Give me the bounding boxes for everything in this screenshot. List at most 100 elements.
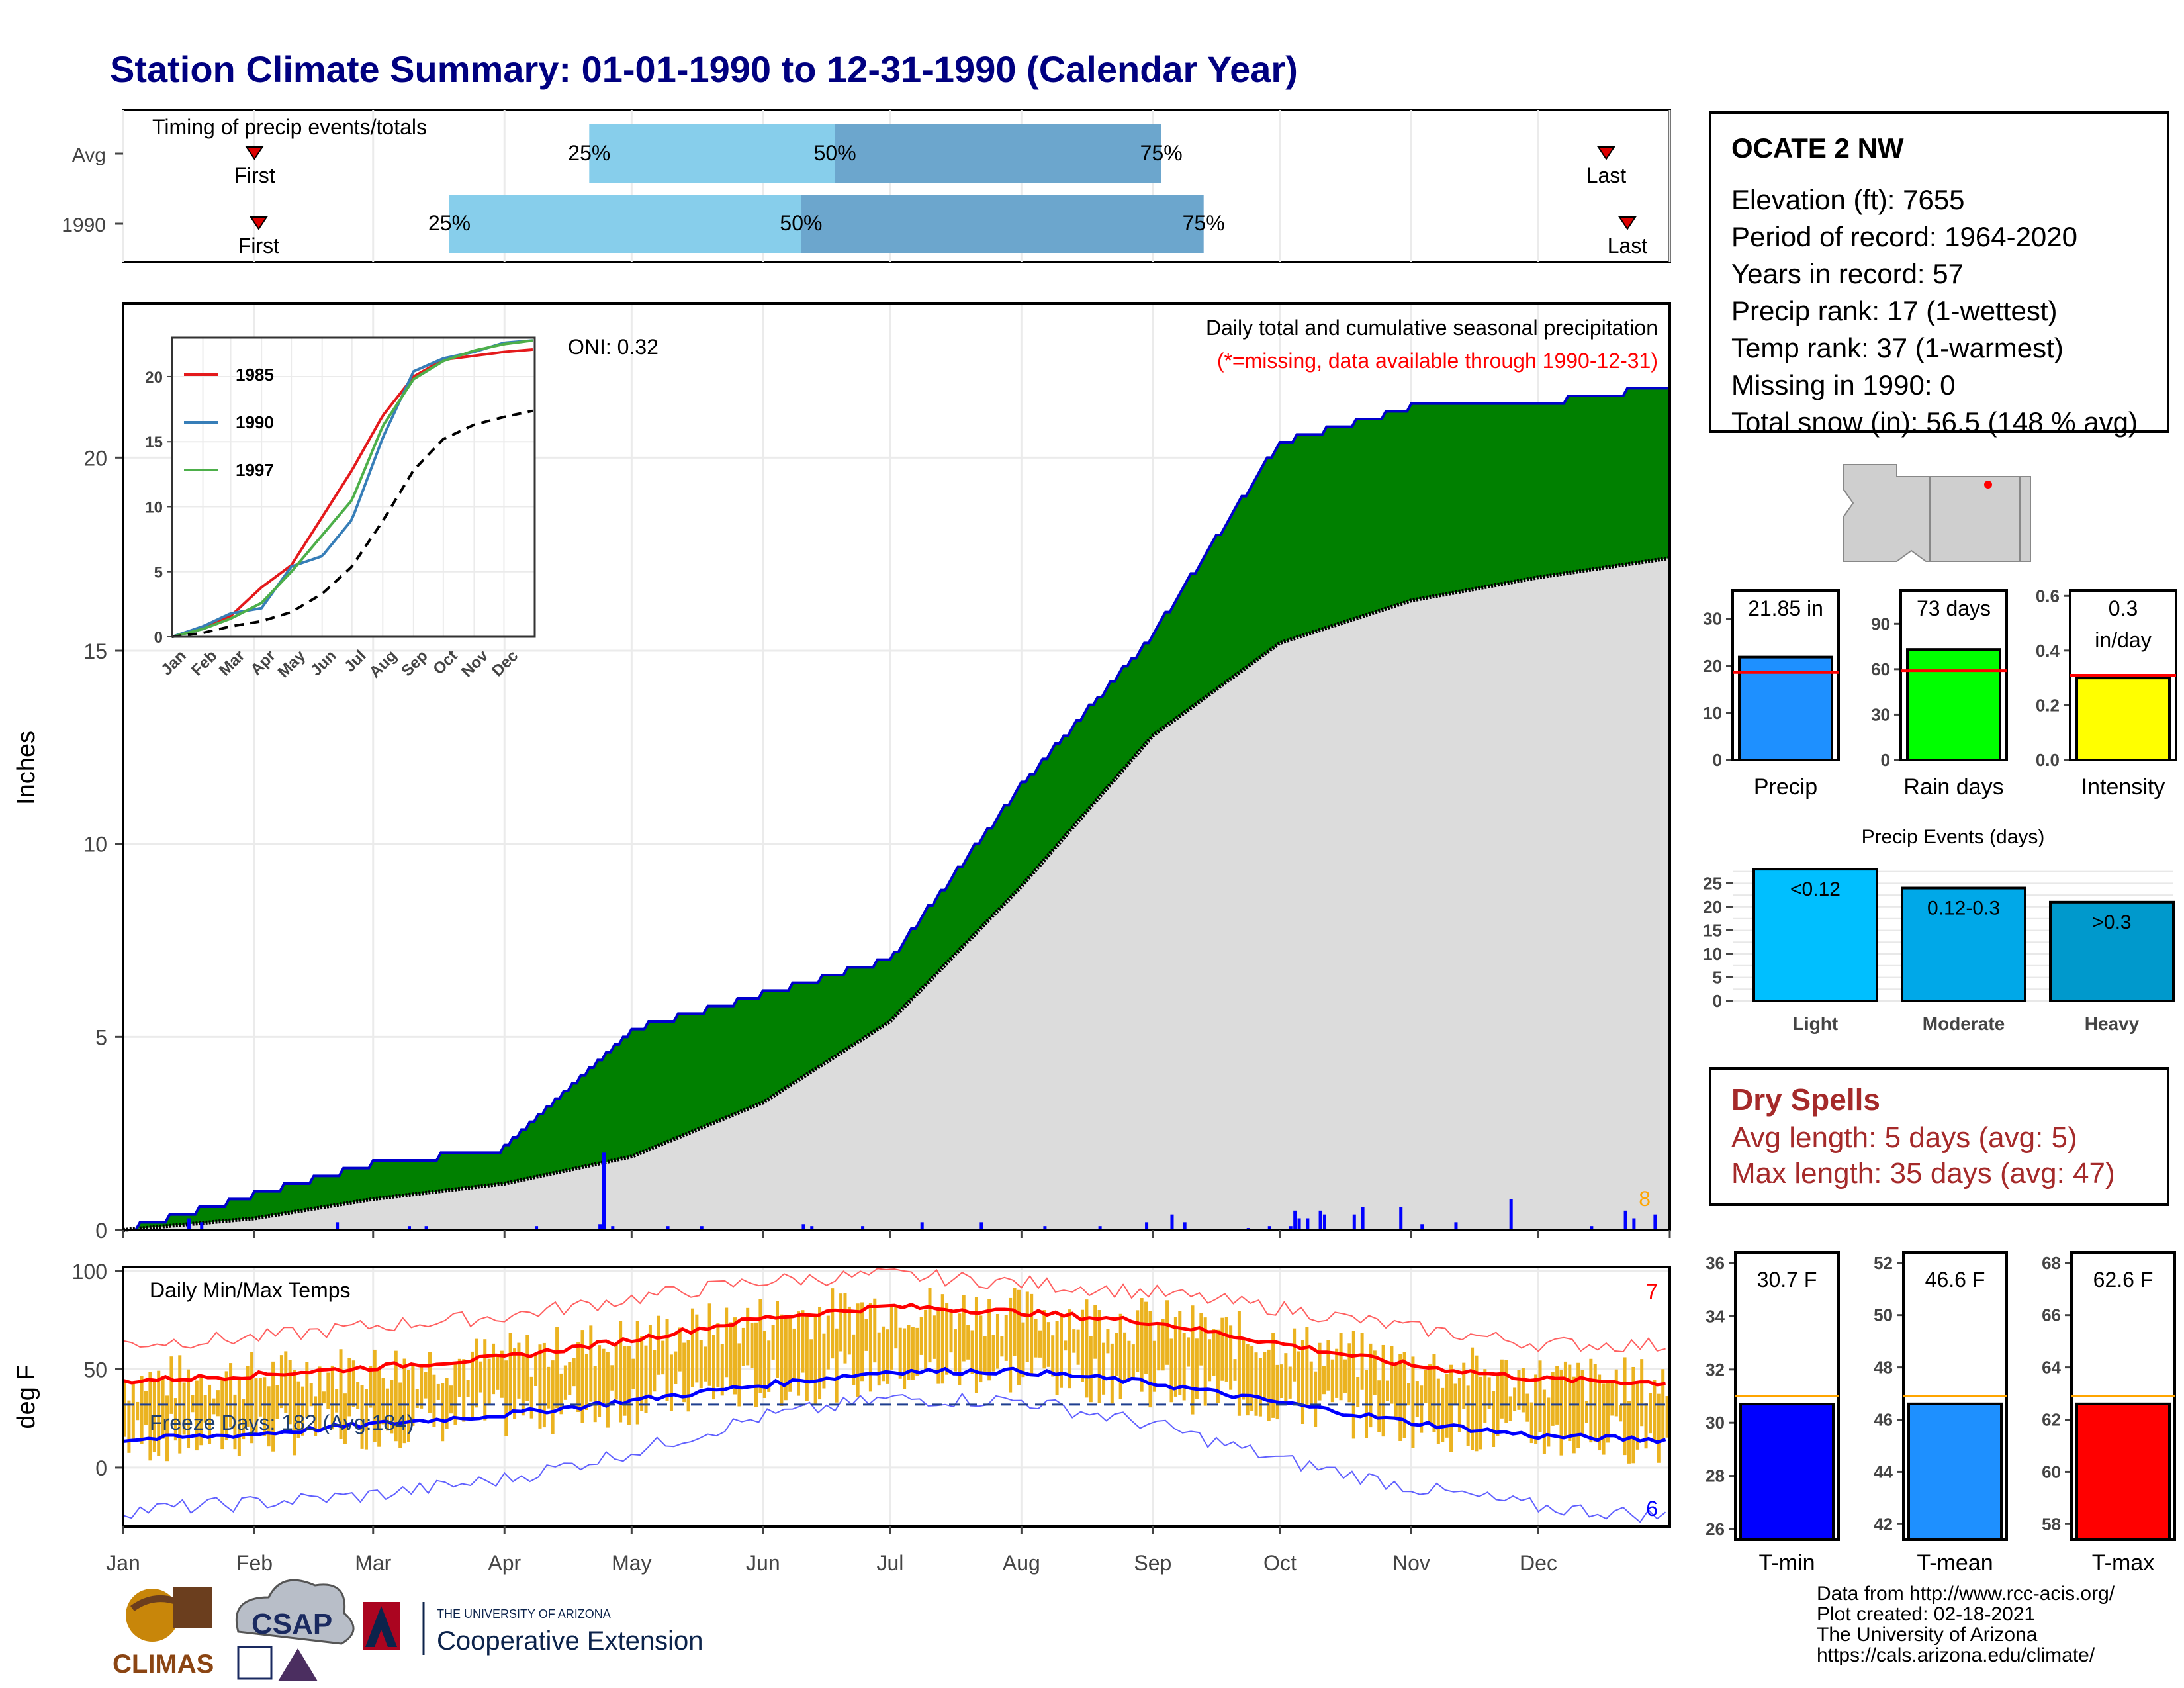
daily-temp-bar bbox=[1640, 1359, 1644, 1427]
events-y-tick: 0 bbox=[1713, 991, 1722, 1011]
daily-temp-bar bbox=[224, 1371, 228, 1441]
month-label: Nov bbox=[1392, 1551, 1430, 1575]
daily-temp-bar bbox=[314, 1396, 318, 1436]
daily-precip-bar bbox=[1420, 1224, 1424, 1230]
daily-temp-bar bbox=[835, 1328, 839, 1403]
daily-temp-bar bbox=[839, 1293, 843, 1352]
daily-temp-bar bbox=[1568, 1364, 1572, 1442]
daily-temp-bar bbox=[767, 1340, 771, 1392]
daily-precip-bar bbox=[666, 1226, 670, 1230]
daily-temp-bar bbox=[432, 1374, 436, 1427]
rain-days-summary-y-tick: 30 bbox=[1871, 704, 1890, 724]
rain-days-summary-label: Rain days bbox=[1903, 774, 2003, 800]
cumulative-observed-line bbox=[123, 387, 1670, 1231]
daily-temp-bar bbox=[750, 1323, 754, 1368]
temp-panel-label: Daily Min/Max Temps bbox=[150, 1278, 350, 1302]
daily-temp-bar bbox=[1089, 1336, 1093, 1403]
daily-temp-bar bbox=[894, 1305, 898, 1349]
daily-temp-bar bbox=[682, 1342, 686, 1403]
daily-temp-bar bbox=[1610, 1382, 1614, 1416]
daily-temp-bar bbox=[584, 1354, 588, 1410]
daily-temp-bar bbox=[300, 1386, 304, 1436]
daily-temp-bar bbox=[1034, 1319, 1038, 1358]
daily-temp-bar bbox=[1589, 1358, 1593, 1443]
credit-line: https://cals.arizona.edu/climate/ bbox=[1817, 1644, 2095, 1666]
daily-temp-bar bbox=[919, 1317, 923, 1355]
events-category: Moderate bbox=[1923, 1013, 2005, 1034]
last-label: Last bbox=[1608, 234, 1648, 258]
daily-temp-bar bbox=[305, 1362, 309, 1418]
daily-temp-bar bbox=[343, 1393, 347, 1444]
daily-precip-bar bbox=[700, 1226, 704, 1230]
daily-temp-bar bbox=[868, 1303, 872, 1392]
events-y-tick: 5 bbox=[1713, 967, 1722, 987]
first-marker bbox=[250, 216, 268, 230]
daily-temp-bar bbox=[707, 1303, 711, 1386]
daily-temp-bar bbox=[288, 1360, 292, 1425]
daily-temp-bar bbox=[453, 1364, 457, 1425]
daily-temp-bar bbox=[406, 1370, 410, 1442]
daily-temp-bar bbox=[1381, 1344, 1385, 1437]
daily-temp-bar bbox=[191, 1395, 195, 1413]
events-bar bbox=[2049, 900, 2175, 1003]
y-tick-label: 50 bbox=[83, 1358, 107, 1382]
daily-temp-bar bbox=[318, 1366, 322, 1432]
temp-line bbox=[122, 1366, 1666, 1444]
daily-temp-bar bbox=[1657, 1393, 1661, 1463]
precip-summary-label: Precip bbox=[1754, 774, 1817, 800]
temp-summary-bars: 26 28 30 32 34 36 30.7 F T-min 42 44 46 48 50 52 46.6 … bbox=[1706, 1251, 2176, 1575]
daily-temp-bar bbox=[576, 1342, 580, 1413]
daily-temp-bar bbox=[466, 1380, 470, 1397]
station-temp-rank: Temp rank: 37 (1-warmest) bbox=[1731, 332, 2064, 363]
daily-temp-bar bbox=[1398, 1354, 1402, 1441]
tmax-y-tick: 68 bbox=[2042, 1253, 2061, 1273]
events-title: Precip Events (days) bbox=[1862, 826, 2045, 848]
timing-p75: 75% bbox=[1183, 211, 1225, 235]
daily-temp-bar bbox=[619, 1321, 623, 1423]
daily-precip-bar bbox=[598, 1224, 602, 1230]
daily-temp-bar bbox=[589, 1325, 593, 1402]
daily-temp-bar bbox=[394, 1350, 398, 1442]
first-label: First bbox=[234, 164, 275, 187]
daily-temp-bar bbox=[932, 1315, 936, 1359]
daily-temp-bar bbox=[364, 1389, 368, 1450]
daily-precip-bar bbox=[1352, 1214, 1356, 1230]
daily-temp-bar bbox=[1106, 1329, 1110, 1354]
daily-temp-bar bbox=[911, 1327, 915, 1380]
daily-temp-bar bbox=[559, 1373, 563, 1415]
daily-precip-bar bbox=[1509, 1199, 1513, 1230]
daily-temp-bar bbox=[271, 1361, 275, 1452]
y-tick-label: 0 bbox=[95, 1219, 107, 1243]
daily-precip-bar bbox=[1145, 1222, 1149, 1230]
rain-days-summary-y-tick: 0 bbox=[1881, 750, 1890, 770]
daily-temp-bar bbox=[563, 1365, 567, 1400]
daily-temp-bar bbox=[1475, 1355, 1479, 1452]
logos: CLIMAS CSAP THE UNIVERSITY OF ARIZONA Co… bbox=[113, 1579, 703, 1681]
daily-temp-bar bbox=[1402, 1352, 1406, 1438]
precip-summary-y-tick: 30 bbox=[1703, 609, 1722, 629]
daily-temp-bar bbox=[1457, 1378, 1461, 1432]
daily-temp-bar bbox=[1534, 1374, 1538, 1444]
daily-temp-bar bbox=[915, 1327, 919, 1376]
daily-temp-bar bbox=[737, 1343, 741, 1407]
daily-temp-bar bbox=[131, 1383, 135, 1440]
daily-temp-bar bbox=[1449, 1364, 1453, 1452]
daily-temp-bar bbox=[144, 1391, 148, 1425]
cumulative-excess-area bbox=[123, 388, 1670, 1231]
daily-temp-bar bbox=[1547, 1397, 1551, 1447]
events-bar-label: >0.3 bbox=[2092, 912, 2131, 933]
daily-temp-bar bbox=[889, 1306, 893, 1370]
daily-temp-bar bbox=[1441, 1387, 1445, 1442]
tmean-label: T-mean bbox=[1917, 1550, 1993, 1575]
intensity-summary-y-tick: 0.2 bbox=[2036, 695, 2060, 715]
daily-temp-bar bbox=[492, 1343, 496, 1395]
daily-temp-bar bbox=[508, 1333, 512, 1411]
inset-y-tick: 5 bbox=[154, 564, 163, 582]
page-title: Station Climate Summary: 01-01-1990 to 1… bbox=[110, 48, 1298, 90]
daily-temp-bar bbox=[928, 1288, 932, 1363]
precip-summary-value-label: 21.85 in bbox=[1748, 596, 1823, 620]
daily-temp-bar bbox=[267, 1386, 271, 1447]
tmax-y-tick: 64 bbox=[2042, 1358, 2061, 1378]
daily-temp-bar bbox=[254, 1378, 258, 1434]
